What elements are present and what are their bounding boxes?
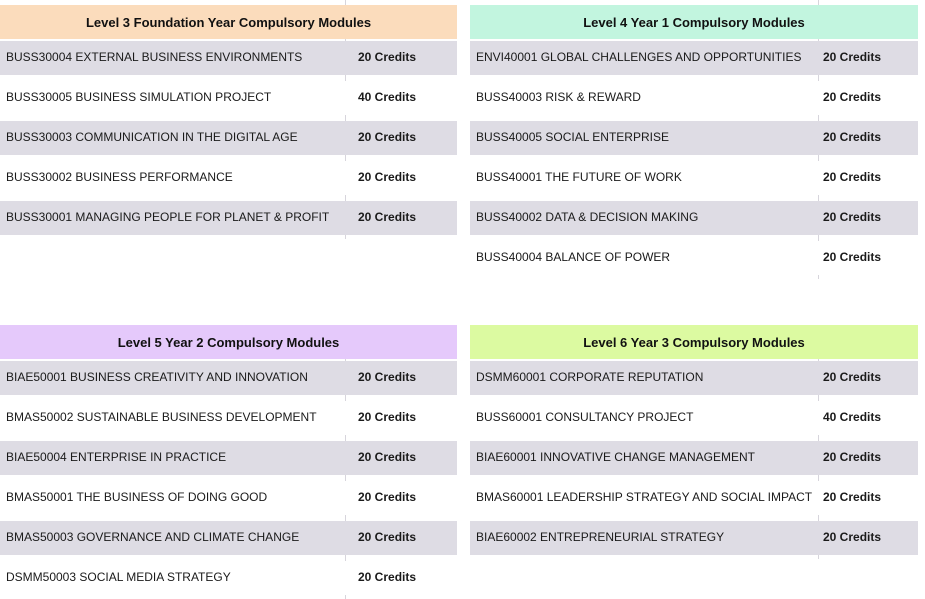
module-row: BUSS30002 BUSINESS PERFORMANCE 20 Credit… [0,161,457,195]
module-credits-cell: 20 Credits [358,490,417,505]
table-title-level3: Level 3 Foundation Year Compulsory Modul… [0,5,457,39]
module-row: ENVI40001 GLOBAL CHALLENGES AND OPPORTUN… [470,41,918,75]
module-credits-cell: 20 Credits [823,530,882,545]
module-name-cell: BUSS30003 COMMUNICATION IN THE DIGITAL A… [6,130,298,145]
module-row: BIAE50001 BUSINESS CREATIVITY AND INNOVA… [0,361,457,395]
module-credits-cell: 20 Credits [823,250,882,265]
module-name-cell: DSMM50003 SOCIAL MEDIA STRATEGY [6,570,231,585]
module-row: BIAE60001 INNOVATIVE CHANGE MANAGEMENT 2… [470,441,918,475]
module-row: BUSS30001 MANAGING PEOPLE FOR PLANET & P… [0,201,457,235]
module-row: BMAS50001 THE BUSINESS OF DOING GOOD 20 … [0,481,457,515]
module-row: DSMM60001 CORPORATE REPUTATION 20 Credit… [470,361,918,395]
module-name-cell: BUSS30005 BUSINESS SIMULATION PROJECT [6,90,272,105]
table-title-level6: Level 6 Year 3 Compulsory Modules [470,325,918,359]
module-name-cell: BIAE60002 ENTREPRENEURIAL STRATEGY [476,530,725,545]
module-credits-cell: 20 Credits [823,210,882,225]
module-row: BMAS50003 GOVERNANCE AND CLIMATE CHANGE … [0,521,457,555]
module-table-level5: Level 5 Year 2 Compulsory Modules BIAE50… [0,325,457,599]
module-credits-cell: 20 Credits [823,50,882,65]
module-credits-cell: 20 Credits [358,450,417,465]
module-credits-cell: 20 Credits [823,450,882,465]
module-name-cell: BUSS40003 RISK & REWARD [476,90,641,105]
module-name-cell: BUSS40002 DATA & DECISION MAKING [476,210,699,225]
module-row: BUSS30005 BUSINESS SIMULATION PROJECT 40… [0,81,457,115]
module-table-level4: Level 4 Year 1 Compulsory Modules ENVI40… [470,0,918,279]
module-name-cell: BMAS50001 THE BUSINESS OF DOING GOOD [6,490,268,505]
module-name-cell: ENVI40001 GLOBAL CHALLENGES AND OPPORTUN… [476,50,802,65]
module-credits-cell: 20 Credits [358,130,417,145]
module-row: BUSS40001 THE FUTURE OF WORK 20 Credits [470,161,918,195]
module-credits-cell: 20 Credits [358,570,417,585]
module-name-cell: BIAE60001 INNOVATIVE CHANGE MANAGEMENT [476,450,755,465]
module-name-cell: BUSS30004 EXTERNAL BUSINESS ENVIRONMENTS [6,50,303,65]
module-name-cell: BIAE50004 ENTERPRISE IN PRACTICE [6,450,227,465]
module-row: BIAE60002 ENTREPRENEURIAL STRATEGY 20 Cr… [470,521,918,555]
module-row: BIAE50004 ENTERPRISE IN PRACTICE 20 Cred… [0,441,457,475]
module-name-cell: DSMM60001 CORPORATE REPUTATION [476,370,704,385]
module-name-cell: BIAE50001 BUSINESS CREATIVITY AND INNOVA… [6,370,308,385]
module-name-cell: BUSS40001 THE FUTURE OF WORK [476,170,682,185]
module-name-cell: BMAS60001 LEADERSHIP STRATEGY AND SOCIAL… [476,490,813,505]
module-name-cell: BUSS40004 BALANCE OF POWER [476,250,671,265]
module-name-cell: BUSS30002 BUSINESS PERFORMANCE [6,170,233,185]
module-credits-cell: 20 Credits [823,130,882,145]
module-credits-cell: 20 Credits [358,410,417,425]
module-table-level6: Level 6 Year 3 Compulsory Modules DSMM60… [470,325,918,559]
module-credits-cell: 20 Credits [358,370,417,385]
module-row: BMAS50002 SUSTAINABLE BUSINESS DEVELOPME… [0,401,457,435]
module-row: DSMM50003 SOCIAL MEDIA STRATEGY 20 Credi… [0,561,457,595]
module-credits-cell: 40 Credits [823,410,882,425]
module-row: BUSS60001 CONSULTANCY PROJECT 40 Credits [470,401,918,435]
module-credits-cell: 20 Credits [823,170,882,185]
module-name-cell: BMAS50002 SUSTAINABLE BUSINESS DEVELOPME… [6,410,317,425]
module-table-level3: Level 3 Foundation Year Compulsory Modul… [0,0,457,239]
module-credits-cell: 20 Credits [823,490,882,505]
module-credits-cell: 20 Credits [358,50,417,65]
table-title-level5: Level 5 Year 2 Compulsory Modules [0,325,457,359]
table-title-level4: Level 4 Year 1 Compulsory Modules [470,5,918,39]
module-credits-cell: 20 Credits [823,90,882,105]
module-name-cell: BUSS60001 CONSULTANCY PROJECT [476,410,694,425]
module-row: BUSS40005 SOCIAL ENTERPRISE 20 Credits [470,121,918,155]
module-credits-cell: 20 Credits [358,530,417,545]
module-row: BUSS40003 RISK & REWARD 20 Credits [470,81,918,115]
module-credits-cell: 40 Credits [358,90,417,105]
module-row: BUSS30003 COMMUNICATION IN THE DIGITAL A… [0,121,457,155]
module-row: BUSS40004 BALANCE OF POWER 20 Credits [470,241,918,275]
module-row: BUSS40002 DATA & DECISION MAKING 20 Cred… [470,201,918,235]
module-credits-cell: 20 Credits [358,170,417,185]
module-credits-cell: 20 Credits [823,370,882,385]
module-name-cell: BMAS50003 GOVERNANCE AND CLIMATE CHANGE [6,530,300,545]
module-row: BMAS60001 LEADERSHIP STRATEGY AND SOCIAL… [470,481,918,515]
module-credits-cell: 20 Credits [358,210,417,225]
column-divider [345,0,346,239]
module-row: BUSS30004 EXTERNAL BUSINESS ENVIRONMENTS… [0,41,457,75]
module-name-cell: BUSS40005 SOCIAL ENTERPRISE [476,130,669,145]
module-name-cell: BUSS30001 MANAGING PEOPLE FOR PLANET & P… [6,210,330,225]
